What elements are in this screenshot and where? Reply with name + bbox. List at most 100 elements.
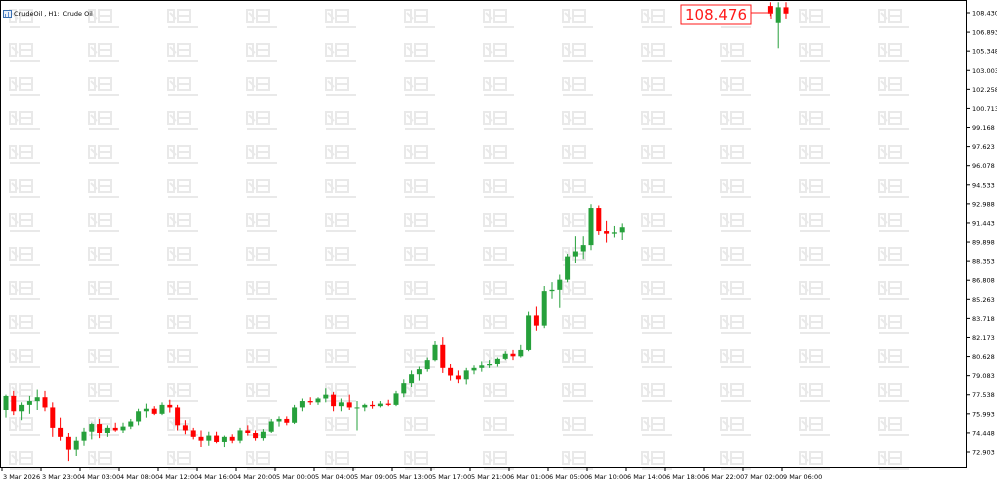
logo-watermark-icon (799, 315, 830, 334)
time-tick-label: 6 Mar 10:00 (588, 473, 627, 481)
logo-watermark-icon (246, 349, 277, 368)
time-tick-label: 4 Mar 20:00 (237, 473, 276, 481)
price-tick-label: 79.083 (972, 372, 995, 380)
logo-watermark-icon (878, 349, 909, 368)
logo-watermark-icon (799, 247, 830, 266)
watermark-underline (89, 26, 119, 28)
watermark-underline (405, 162, 435, 164)
watermark-underline (721, 468, 751, 470)
logo-watermark-icon (246, 77, 277, 96)
watermark-mark (720, 145, 730, 159)
watermark-underline (247, 128, 277, 130)
watermark-underline (10, 298, 40, 300)
logo-watermark-icon (404, 315, 435, 334)
watermark-underline (326, 230, 356, 232)
price-tag-box (680, 4, 752, 25)
watermark-mark (483, 43, 493, 57)
watermark-mark (483, 247, 493, 261)
logo-watermark-icon (483, 417, 514, 436)
watermark-mark (88, 77, 98, 91)
time-axis[interactable]: 3 Mar 2026 3 Mar 23:00 4 Mar 03:00 4 Mar 08… (1, 467, 822, 481)
candle-body (346, 402, 352, 408)
watermark-underline (247, 264, 277, 266)
time-tick-label: 4 Mar 16:00 (198, 473, 237, 481)
watermark-mark (799, 247, 809, 261)
plot-frame (0, 0, 967, 468)
time-tick-label: 6 Mar 14:00 (627, 473, 666, 481)
watermark-underline (721, 332, 751, 334)
watermark-underline (721, 264, 751, 266)
logo-watermark-icon (246, 111, 277, 130)
watermark-mark (325, 145, 335, 159)
candle-body (362, 404, 368, 408)
watermark-underline (879, 264, 909, 266)
watermark-mark (325, 315, 335, 329)
time-tick-label: 6 Mar 22:00 (705, 473, 744, 481)
watermark-mark (562, 349, 572, 363)
price-tag[interactable]: 108.476 (680, 4, 772, 25)
watermark-mark (799, 315, 809, 329)
watermark-underline (642, 332, 672, 334)
watermark-underline (721, 366, 751, 368)
watermark-underline (642, 128, 672, 130)
watermark-underline (563, 264, 593, 266)
logo-watermark-icon (167, 315, 198, 334)
logo-watermark-icon (878, 179, 909, 198)
candle-body (128, 421, 134, 427)
watermark-underline (721, 128, 751, 130)
time-tick-label: 7 Mar 02:00 (744, 473, 783, 481)
logo-watermark-icon (167, 111, 198, 130)
logo-watermark-icon (641, 349, 672, 368)
candle-body (377, 403, 383, 407)
logo-watermark-icon (562, 77, 593, 96)
logo-watermark-icon (878, 9, 909, 28)
candle-body (120, 426, 126, 431)
candle-body (268, 421, 274, 432)
logo-watermark-icon (799, 9, 830, 28)
candle-body (526, 315, 532, 350)
watermark-layer (9, 9, 909, 470)
logo-watermark-icon (88, 315, 119, 334)
price-tick-label: 102.258 (972, 86, 997, 94)
watermark-mark (562, 9, 572, 23)
instrument-description: Crude Oil (62, 10, 93, 18)
watermark-underline (168, 332, 198, 334)
watermark-mark (167, 213, 177, 227)
watermark-mark (246, 451, 256, 465)
watermark-underline (10, 94, 40, 96)
time-tick-label: 4 Mar 12:00 (159, 473, 198, 481)
watermark-mark (325, 43, 335, 57)
watermark-mark (641, 213, 651, 227)
watermark-mark (799, 43, 809, 57)
watermark-mark (641, 349, 651, 363)
price-tick-label: 80.628 (972, 353, 995, 361)
watermark-mark (246, 145, 256, 159)
logo-watermark-icon (9, 451, 40, 470)
logo-watermark-icon (325, 77, 356, 96)
price-axis[interactable]: 108.430 106.893 105.348 103.003 102.258 100.7… (966, 10, 997, 457)
logo-watermark-icon (562, 281, 593, 300)
watermark-underline (642, 94, 672, 96)
logo-watermark-icon (246, 43, 277, 62)
watermark-underline (800, 468, 830, 470)
logo-watermark-icon (404, 213, 435, 232)
logo-watermark-icon (641, 451, 672, 470)
candle-body (143, 408, 149, 412)
candle-body (260, 431, 266, 439)
watermark-mark (9, 281, 19, 295)
watermark-mark (641, 417, 651, 431)
candle-body (596, 208, 602, 232)
candle-body (432, 344, 438, 361)
logo-watermark-icon (799, 349, 830, 368)
watermark-mark (88, 281, 98, 295)
candle-body (424, 360, 430, 370)
watermark-mark (9, 145, 19, 159)
logo-watermark-icon (404, 179, 435, 198)
logo-watermark-icon (9, 77, 40, 96)
logo-watermark-icon (404, 145, 435, 164)
logo-watermark-icon (88, 281, 119, 300)
watermark-mark (878, 247, 888, 261)
watermark-mark (325, 213, 335, 227)
logo-watermark-icon (799, 77, 830, 96)
